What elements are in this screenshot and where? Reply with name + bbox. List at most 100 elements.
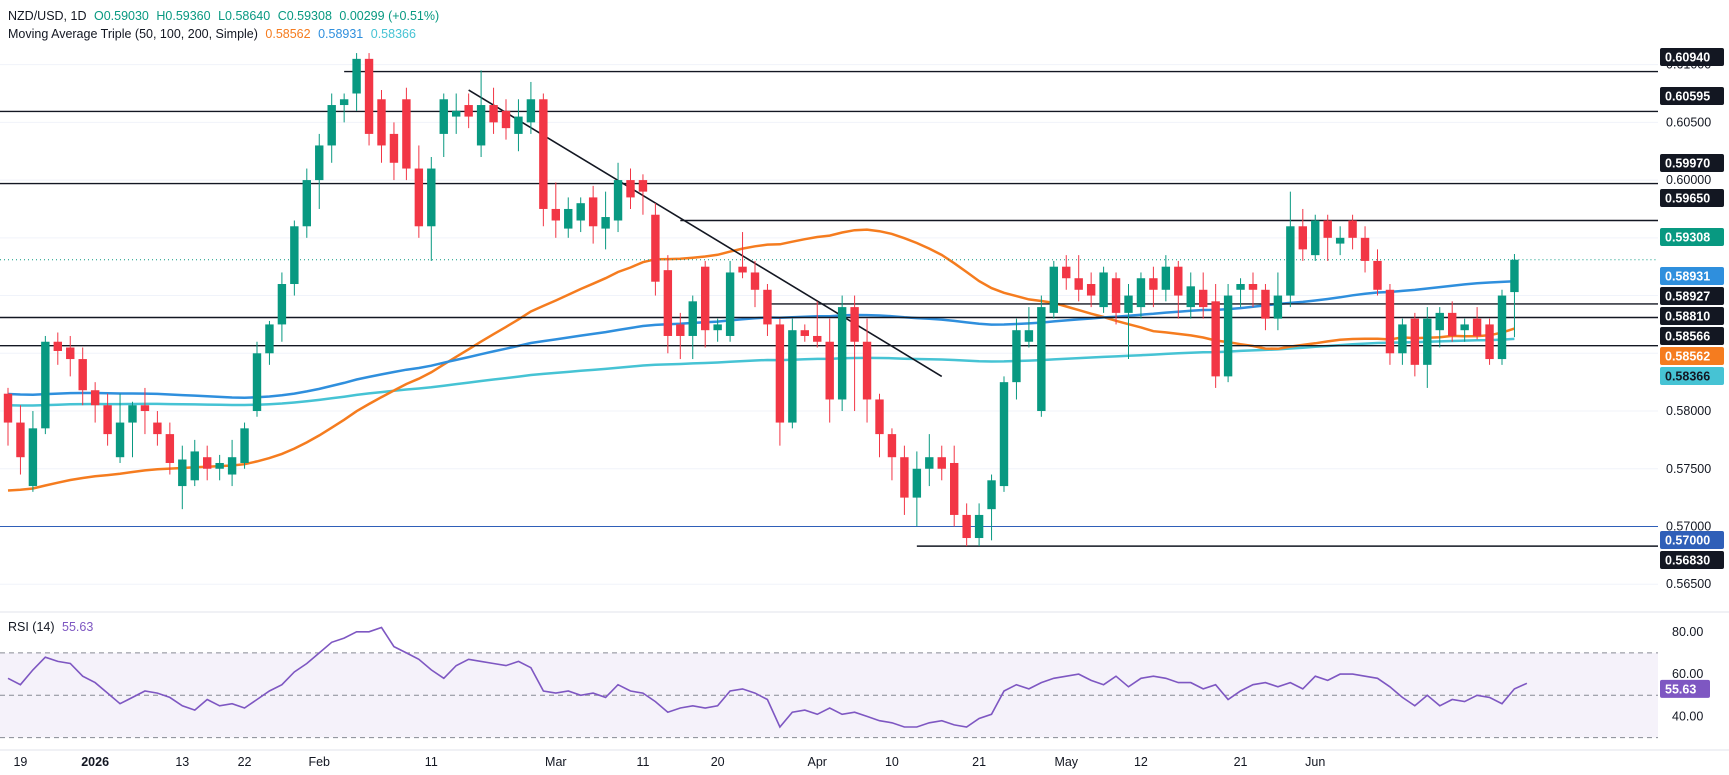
candle-up bbox=[514, 116, 523, 134]
candle-down bbox=[676, 324, 685, 336]
low-value: L0.58640 bbox=[218, 9, 271, 23]
candle-up bbox=[327, 105, 336, 146]
rsi-label: RSI (14) bbox=[8, 620, 55, 634]
candle-down bbox=[1360, 237, 1370, 261]
ma50-value: 0.58562 bbox=[265, 27, 311, 41]
candle-up bbox=[999, 382, 1009, 487]
candle-down bbox=[1298, 226, 1307, 250]
candle-down bbox=[1062, 266, 1071, 279]
price-tick-label: 0.58000 bbox=[1666, 404, 1711, 418]
candle-up bbox=[240, 428, 249, 463]
candle-up bbox=[912, 468, 922, 498]
time-tick-label: 19 bbox=[13, 755, 27, 769]
price-tag-label: 0.56830 bbox=[1665, 554, 1710, 568]
candle-down bbox=[66, 347, 75, 360]
candle-down bbox=[1199, 289, 1208, 308]
candle-up bbox=[215, 462, 224, 469]
candle-down bbox=[1373, 260, 1382, 290]
candle-up bbox=[1099, 272, 1108, 308]
close-value: C0.59308 bbox=[277, 9, 332, 23]
support-resistance-lines bbox=[0, 70, 1658, 547]
time-tick-label: Mar bbox=[545, 755, 567, 769]
price-tag-bg bbox=[1660, 48, 1724, 66]
ma200-value: 0.58366 bbox=[370, 27, 416, 41]
candle-down bbox=[1448, 312, 1457, 336]
candle-down bbox=[1111, 278, 1121, 313]
time-tick-label: 21 bbox=[972, 755, 986, 769]
candle-up bbox=[1223, 295, 1233, 377]
candle-down bbox=[937, 457, 946, 469]
candle-down bbox=[501, 110, 511, 129]
candle-up bbox=[302, 180, 311, 227]
price-tag-label: 0.57000 bbox=[1665, 534, 1710, 548]
candle-up bbox=[576, 203, 585, 221]
open-value: O0.59030 bbox=[93, 9, 149, 23]
candle-up bbox=[1435, 312, 1444, 331]
price-tick-label: 0.60000 bbox=[1666, 173, 1711, 187]
time-tick-label: 12 bbox=[1134, 755, 1148, 769]
candle-up bbox=[41, 341, 50, 429]
price-tag-label: 0.59308 bbox=[1665, 231, 1710, 245]
candle-down bbox=[140, 405, 150, 412]
candle-up bbox=[1049, 266, 1058, 313]
price-tag-label: 0.58562 bbox=[1665, 350, 1710, 364]
main-grid bbox=[0, 64, 1658, 585]
candle-up bbox=[352, 58, 361, 94]
candle-down bbox=[862, 341, 872, 400]
candle-down bbox=[1074, 278, 1083, 290]
candle-up bbox=[277, 284, 287, 325]
price-tick-label: 0.60500 bbox=[1666, 115, 1711, 129]
candle-down bbox=[950, 462, 959, 515]
time-tick-label: 11 bbox=[636, 755, 649, 769]
price-tick-label: 0.57500 bbox=[1666, 462, 1711, 476]
candle-up bbox=[688, 301, 697, 336]
time-tick-label: 21 bbox=[1234, 755, 1248, 769]
ma-label: Moving Average Triple (50, 100, 200, Sim… bbox=[8, 27, 258, 41]
price-tag-bg bbox=[1660, 347, 1724, 365]
candle-down bbox=[1323, 220, 1332, 238]
candle-up bbox=[339, 99, 349, 106]
ma200-line bbox=[7, 337, 1515, 407]
rsi-value-tag bbox=[1660, 679, 1710, 698]
candle-down bbox=[1248, 284, 1258, 290]
rsi-tick-label: 40.00 bbox=[1672, 709, 1703, 723]
price-tag-bg bbox=[1660, 87, 1724, 105]
candle-down bbox=[1086, 284, 1096, 296]
candle-down bbox=[377, 99, 386, 146]
candle-down bbox=[800, 330, 809, 336]
price-tag-bg bbox=[1660, 307, 1724, 325]
time-tick-label: Feb bbox=[308, 755, 330, 769]
time-tick-label: May bbox=[1054, 755, 1078, 769]
candle-up bbox=[788, 330, 797, 423]
price-tag-bg bbox=[1660, 367, 1724, 385]
time-axis[interactable]: 19 2026 13 22 Feb 11 Mar 11 20 Apr 10 21 May 12 21 Jun bbox=[0, 749, 1729, 769]
price-tag-label: 0.59970 bbox=[1665, 157, 1710, 171]
candle-down bbox=[389, 133, 399, 163]
candle-up bbox=[1460, 324, 1469, 331]
time-tick-label: 13 bbox=[175, 755, 189, 769]
ma-legend: Moving Average Triple (50, 100, 200, Sim… bbox=[8, 27, 420, 41]
time-tick-label: 11 bbox=[425, 755, 438, 769]
candle-down bbox=[1385, 289, 1395, 354]
candle-up bbox=[601, 217, 610, 229]
high-value: H0.59360 bbox=[156, 9, 211, 23]
candle-up bbox=[427, 168, 436, 227]
candle-down bbox=[825, 341, 834, 400]
candle-up bbox=[476, 105, 486, 146]
candle-down bbox=[165, 434, 175, 463]
candle-down bbox=[701, 266, 710, 331]
candle-down bbox=[1149, 278, 1158, 290]
candle-down bbox=[90, 390, 100, 406]
candle-up bbox=[526, 99, 536, 123]
candle-down bbox=[651, 214, 660, 282]
rsi-tick-label: 80.00 bbox=[1672, 625, 1703, 639]
candle-up bbox=[1335, 237, 1345, 244]
rsi-line bbox=[7, 626, 1528, 729]
candle-up bbox=[713, 324, 722, 331]
price-tick-label: 0.56500 bbox=[1666, 577, 1711, 591]
candle-down bbox=[763, 289, 772, 325]
rsi-legend-value: 55.63 bbox=[62, 620, 94, 634]
candle-down bbox=[364, 58, 374, 134]
candle-up bbox=[1273, 295, 1283, 319]
